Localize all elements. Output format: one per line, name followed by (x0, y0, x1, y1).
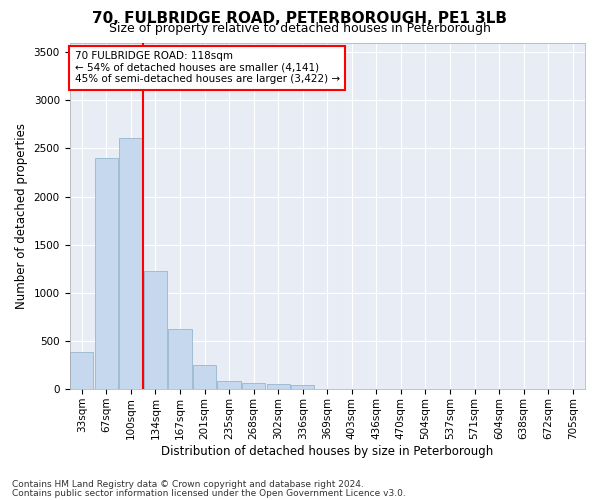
Bar (70, 352, 94, 389)
Text: Contains public sector information licensed under the Open Government Licence v3: Contains public sector information licen… (12, 488, 406, 498)
Bar (193, 365, 216, 389)
Bar (291, 386, 314, 389)
Bar (217, 380, 241, 389)
Bar (242, 384, 265, 389)
Bar (119, 138, 143, 389)
Text: 70, FULBRIDGE ROAD, PETERBOROUGH, PE1 3LB: 70, FULBRIDGE ROAD, PETERBOROUGH, PE1 3L… (92, 11, 508, 26)
Bar (169, 330, 191, 389)
Y-axis label: Number of detached properties: Number of detached properties (15, 123, 28, 309)
Text: Size of property relative to detached houses in Peterborough: Size of property relative to detached ho… (109, 22, 491, 35)
Text: Contains HM Land Registry data © Crown copyright and database right 2024.: Contains HM Land Registry data © Crown c… (12, 480, 364, 489)
Bar (95, 158, 118, 389)
X-axis label: Distribution of detached houses by size in Peterborough: Distribution of detached houses by size … (161, 444, 493, 458)
Bar (266, 384, 290, 389)
Text: 70 FULBRIDGE ROAD: 118sqm
← 54% of detached houses are smaller (4,141)
45% of se: 70 FULBRIDGE ROAD: 118sqm ← 54% of detac… (74, 51, 340, 84)
Bar (144, 270, 167, 389)
